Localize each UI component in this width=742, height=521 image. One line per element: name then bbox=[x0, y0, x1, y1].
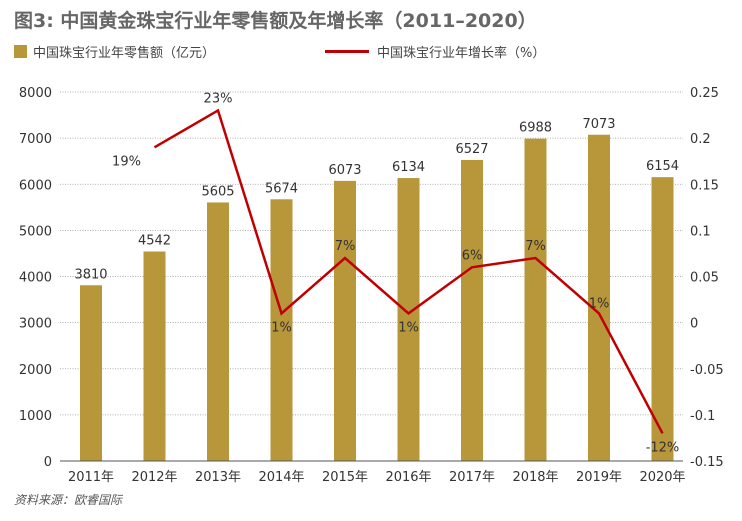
line-value-label: 7% bbox=[525, 239, 546, 254]
line-value-label: 1% bbox=[271, 320, 292, 335]
bar bbox=[461, 159, 483, 461]
left-axis-tick: 0 bbox=[44, 455, 52, 470]
left-axis-tick: 4000 bbox=[19, 271, 52, 286]
line-value-label: 7% bbox=[335, 239, 356, 254]
bar-value-label: 7073 bbox=[582, 117, 615, 132]
x-axis-tick: 2016年 bbox=[385, 470, 431, 485]
left-axis-tick: 5000 bbox=[19, 224, 52, 239]
right-axis-tick: 0.05 bbox=[690, 271, 719, 286]
right-axis-tick: -0.15 bbox=[690, 455, 724, 470]
legend-line-label: 中国珠宝行业年增长率（%） bbox=[377, 46, 546, 61]
left-axis-tick: 2000 bbox=[19, 363, 52, 378]
legend-bar-swatch bbox=[14, 45, 27, 58]
right-axis-tick: 0.25 bbox=[690, 86, 719, 101]
left-axis-tick: 8000 bbox=[19, 86, 52, 101]
right-axis-tick: 0.1 bbox=[690, 224, 711, 239]
right-axis-tick: -0.1 bbox=[690, 409, 715, 424]
bar bbox=[397, 178, 420, 461]
right-axis-tick: 0.2 bbox=[690, 132, 711, 147]
x-axis-tick: 2012年 bbox=[131, 470, 177, 485]
legend-bar-label: 中国珠宝行业年零售额（亿元） bbox=[33, 46, 216, 61]
bar-value-label: 6988 bbox=[519, 121, 552, 136]
bar-value-label: 5674 bbox=[265, 181, 298, 196]
source-note: 资料来源：欧睿国际 bbox=[14, 493, 123, 507]
line-value-label: 23% bbox=[204, 91, 233, 106]
right-axis-tick: 0.15 bbox=[690, 178, 719, 193]
left-axis-tick: 1000 bbox=[19, 409, 52, 424]
bar-value-label: 3810 bbox=[74, 267, 107, 282]
bar bbox=[207, 202, 229, 462]
x-axis-tick: 2018年 bbox=[512, 470, 558, 485]
bar bbox=[334, 180, 356, 461]
line-value-label: 1% bbox=[589, 296, 610, 311]
x-axis-tick: 2017年 bbox=[449, 470, 495, 485]
bar-value-label: 4542 bbox=[138, 234, 171, 249]
x-axis-tick: 2011年 bbox=[68, 470, 114, 485]
bar bbox=[651, 177, 674, 462]
bar bbox=[270, 199, 293, 461]
x-axis-tick: 2019年 bbox=[576, 470, 622, 485]
line-value-label: 19% bbox=[112, 154, 141, 169]
left-axis-tick: 7000 bbox=[19, 132, 52, 147]
legend-line-swatch bbox=[325, 50, 370, 53]
x-axis-tick: 2020年 bbox=[639, 470, 685, 485]
bar bbox=[588, 134, 610, 461]
bar bbox=[524, 138, 547, 461]
legend: 中国珠宝行业年零售额（亿元） 中国珠宝行业年增长率（%） bbox=[14, 42, 545, 61]
left-axis-tick: 6000 bbox=[19, 178, 52, 193]
x-axis-tick: 2014年 bbox=[258, 470, 304, 485]
line-value-label: 6% bbox=[462, 248, 483, 263]
bar-value-label: 6527 bbox=[455, 142, 488, 157]
bar bbox=[80, 285, 102, 461]
line-value-label: -12% bbox=[646, 440, 680, 455]
x-axis-tick: 2015年 bbox=[322, 470, 368, 485]
bar-value-label: 5605 bbox=[201, 184, 234, 199]
right-axis-tick: -0.05 bbox=[690, 363, 724, 378]
right-axis-tick: 0 bbox=[690, 317, 698, 332]
left-axis-tick: 3000 bbox=[19, 317, 52, 332]
bar-value-label: 6134 bbox=[392, 160, 425, 175]
bar bbox=[143, 251, 166, 461]
line-value-label: 1% bbox=[398, 320, 419, 335]
growth-line bbox=[153, 108, 664, 434]
bar-value-label: 6073 bbox=[328, 163, 361, 178]
x-axis-tick: 2013年 bbox=[195, 470, 241, 485]
bar-value-label: 6154 bbox=[646, 159, 679, 174]
chart-title: 图3: 中国黄金珠宝行业年零售额及年增长率（2011–2020） bbox=[14, 10, 537, 32]
